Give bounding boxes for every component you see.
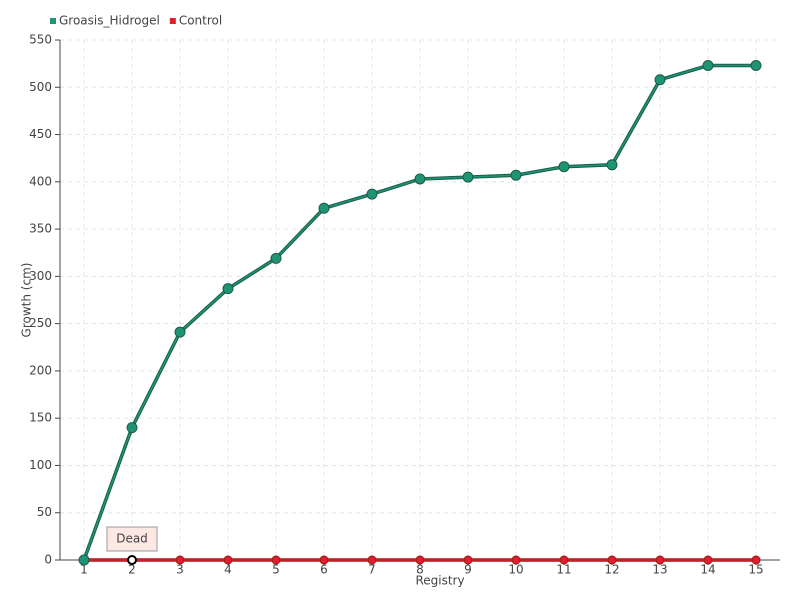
data-point (318, 202, 330, 214)
y-tick-label: 500 (29, 80, 52, 94)
data-point (223, 555, 233, 565)
x-axis-label: Registry (415, 574, 464, 588)
data-point (270, 252, 282, 264)
annotation: Dead (116, 532, 148, 546)
data-point (367, 555, 377, 565)
x-tick-label: 11 (556, 563, 571, 577)
y-tick-label: 250 (29, 316, 52, 330)
data-point (462, 171, 474, 183)
data-point (511, 555, 521, 565)
data-point (559, 555, 569, 565)
x-tick-label: 8 (416, 563, 424, 577)
y-tick-label: 50 (37, 505, 52, 519)
legend-swatch (169, 18, 176, 24)
data-point (702, 60, 714, 72)
x-tick-label: 13 (652, 563, 667, 577)
data-point (655, 555, 665, 565)
data-point (750, 60, 762, 72)
y-tick-label: 300 (29, 269, 52, 283)
annotation-box (106, 526, 158, 552)
data-point (126, 422, 138, 434)
legend-swatch (50, 18, 56, 24)
x-tick-label: 15 (748, 563, 763, 577)
x-tick-label: 3 (176, 563, 184, 577)
data-point (271, 555, 281, 565)
data-point (558, 161, 570, 173)
legend-label: Groasis_Hidrogel (59, 14, 160, 28)
data-point (78, 554, 90, 566)
data-point (510, 169, 522, 181)
y-tick-label: 100 (29, 458, 52, 472)
y-tick-label: 0 (44, 553, 52, 567)
data-point (654, 74, 666, 86)
data-point (414, 173, 426, 185)
y-tick-label: 400 (29, 174, 52, 188)
x-tick-label: 9 (464, 563, 472, 577)
data-point (319, 555, 329, 565)
x-tick-label: 1 (80, 563, 88, 577)
data-point (175, 555, 185, 565)
data-point (415, 555, 425, 565)
x-tick-label: 14 (700, 563, 715, 577)
x-tick-label: 4 (224, 563, 232, 577)
x-tick-label: 10 (508, 563, 523, 577)
data-point (751, 555, 761, 565)
x-tick-label: 12 (604, 563, 619, 577)
y-tick-label: 350 (29, 222, 52, 236)
y-tick-label: 150 (29, 411, 52, 425)
y-tick-label: 200 (29, 363, 52, 377)
y-tick-label: 550 (29, 33, 52, 47)
data-point (463, 555, 473, 565)
data-point (174, 326, 186, 338)
data-point (607, 555, 617, 565)
x-tick-label: 7 (368, 563, 376, 577)
data-point (127, 555, 137, 565)
data-point (703, 555, 713, 565)
x-tick-label: 2 (128, 563, 136, 577)
data-point (366, 188, 378, 200)
legend-label: Control (179, 14, 222, 28)
y-tick-label: 450 (29, 127, 52, 141)
x-tick-label: 5 (272, 563, 280, 577)
y-axis-label: Growth (cm) (20, 263, 34, 338)
x-tick-label: 6 (320, 563, 328, 577)
data-point (606, 159, 618, 171)
data-point (222, 283, 234, 295)
